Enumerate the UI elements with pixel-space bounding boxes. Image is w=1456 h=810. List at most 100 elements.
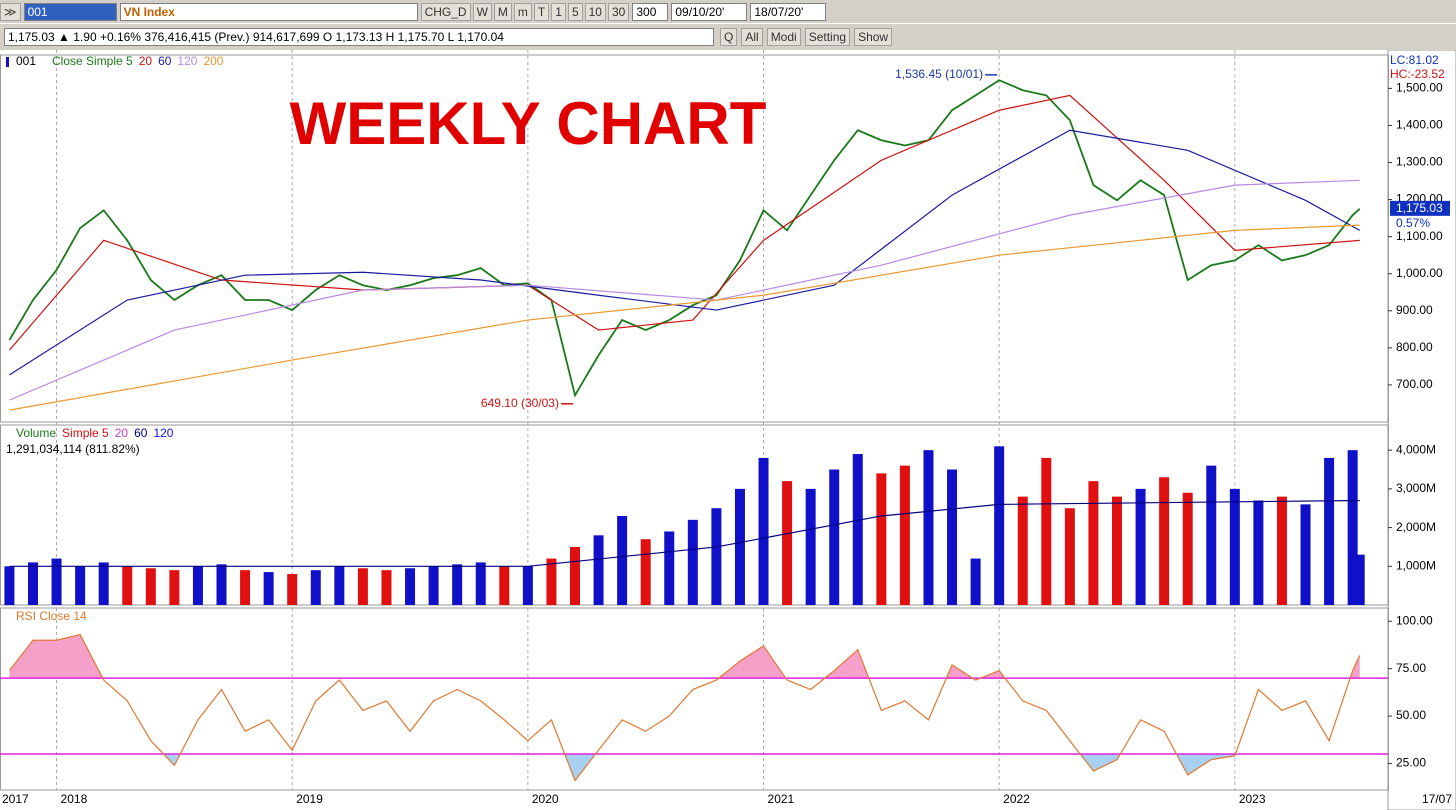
period-button[interactable]: 5 (567, 2, 583, 21)
period-button[interactable]: 1 (551, 2, 566, 21)
volume-bar (923, 450, 934, 605)
index-name[interactable]: VN Index (119, 2, 418, 21)
info-button[interactable]: Show (854, 28, 893, 46)
volume-ma-line (9, 499, 1360, 567)
info-buttons: Q All Modi Setting Show (720, 28, 893, 46)
volume-bar (1253, 500, 1264, 605)
y-tick-label: 4,000M (1396, 442, 1436, 456)
y-tick-label: 3,000M (1396, 481, 1436, 495)
volume-bar (1206, 465, 1217, 605)
x-end-label: 17/07 (1422, 792, 1452, 806)
legend-entry: 120 (177, 54, 197, 68)
volume-bar (1347, 450, 1358, 605)
period-button[interactable]: 30 (607, 2, 630, 21)
annotation-label: 1,536.45 (10/01) (895, 67, 983, 81)
y-tick-label: 1,000M (1396, 558, 1436, 572)
menu-button[interactable]: ≫ (0, 2, 21, 21)
y-tick-label: 100.00 (1396, 613, 1433, 627)
chart-title: WEEKLY CHART (290, 90, 767, 157)
period-button[interactable]: W (472, 2, 492, 21)
last-change: 0.57% (1396, 216, 1430, 230)
bars-box[interactable]: 300 (632, 2, 669, 21)
volume-bar (711, 508, 722, 605)
volume-bar (145, 568, 156, 605)
x-tick-label: 2019 (296, 792, 323, 806)
volume-bar (27, 562, 38, 605)
volume-bar (475, 562, 486, 605)
volume-bar (546, 558, 557, 605)
date-from[interactable]: 09/10/20' (671, 2, 748, 21)
volume-bar (805, 488, 816, 605)
legend-entry: 120 (153, 426, 173, 440)
period-button[interactable]: 10 (584, 2, 606, 21)
y-tick-label: 900.00 (1396, 303, 1433, 317)
volume-bar (1229, 488, 1240, 605)
volume-bar (758, 457, 769, 605)
period-button[interactable]: M (493, 2, 512, 21)
y-tick-label: 75.00 (1396, 661, 1426, 675)
volume-bar (1159, 477, 1170, 605)
info-button[interactable]: Q (720, 28, 738, 46)
volume-bar (617, 515, 628, 605)
legend-entry: Close Simple 5 (52, 54, 133, 68)
volume-bar (1300, 504, 1311, 605)
volume-bar (499, 566, 510, 605)
series-line (9, 179, 1360, 401)
y-tick-label: 1,000.00 (1396, 266, 1443, 280)
volume-bar (357, 568, 368, 605)
symbol-box[interactable]: 001 (23, 2, 117, 21)
period-button[interactable]: T (533, 2, 550, 21)
volume-bar (51, 558, 62, 605)
y-tick-label: 1,300.00 (1396, 155, 1443, 169)
info-bar: 1,175.03 ▲ 1.90 +0.16% 376,416,415 (Prev… (0, 24, 1456, 50)
last-price-box (1390, 200, 1450, 216)
volume-bar (381, 570, 392, 605)
y-tick-label: 1,100.00 (1396, 229, 1443, 243)
volume-bar (1064, 508, 1075, 605)
y-tick-label: 1,400.00 (1396, 118, 1443, 132)
x-tick-label: 2023 (1239, 792, 1266, 806)
legend-marker (6, 57, 9, 67)
volume-bar (75, 566, 86, 605)
volume-bar (1354, 554, 1365, 605)
info-button[interactable]: Modi (766, 28, 801, 46)
legend-entry: 60 (158, 54, 172, 68)
volume-bar (1017, 496, 1028, 605)
volume-bar (192, 566, 203, 605)
volume-bar (1111, 496, 1122, 605)
rsi-title: RSI Close 14 (16, 609, 87, 623)
legend-entry: 60 (134, 426, 148, 440)
volume-bar (169, 570, 180, 605)
volume-bar (263, 572, 274, 605)
series-line (8, 633, 1361, 782)
x-tick-label: 2020 (532, 792, 559, 806)
period-button[interactable]: CHG_D (420, 2, 471, 21)
info-button[interactable]: Setting (804, 28, 851, 46)
last-price: 1,175.03 (1396, 201, 1443, 215)
y-tick-label: 1,500.00 (1396, 81, 1443, 95)
volume-bar (1276, 496, 1287, 605)
overbought-fill (9, 634, 1360, 679)
series-line (9, 129, 1361, 376)
volume-bar (947, 469, 958, 605)
period-button[interactable]: m (513, 2, 532, 21)
y-tick-label: 800.00 (1396, 340, 1433, 354)
x-start-label: 2017 (2, 792, 29, 806)
series-line (8, 79, 1361, 398)
volume-bar (829, 469, 840, 605)
y-tick-label: 25.00 (1396, 756, 1426, 770)
volume-bar (334, 566, 345, 605)
series-line (8, 94, 1360, 351)
legend-entry: Simple 5 (62, 426, 109, 440)
volume-bar (1324, 457, 1335, 605)
volume-bar (1088, 481, 1099, 605)
date-to[interactable]: 18/07/20' (750, 2, 827, 21)
info-button[interactable]: All (741, 28, 763, 46)
volume-bar (1135, 488, 1146, 605)
volume-bar (240, 570, 251, 605)
volume-bar (569, 546, 580, 605)
legend-entry: 200 (203, 54, 223, 68)
